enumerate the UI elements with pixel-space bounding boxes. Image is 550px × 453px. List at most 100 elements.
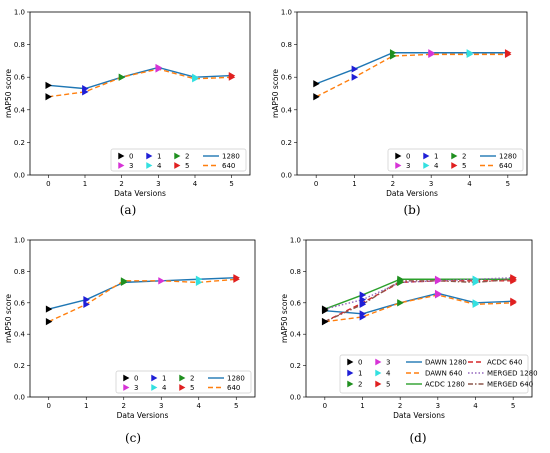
y-tick-label: 0.8: [290, 268, 301, 276]
x-axis-label: Data Versions: [386, 189, 438, 198]
legend-marker-label: 5: [190, 384, 194, 392]
data-point: [45, 318, 53, 326]
series-line: [48, 68, 232, 98]
data-point: [434, 277, 442, 285]
data-point: [434, 291, 442, 299]
legend-line-label: 640: [499, 162, 512, 170]
y-tick-label: 0.2: [290, 362, 301, 370]
legend-marker-label: 3: [129, 162, 133, 170]
plot-frame: [29, 11, 251, 176]
legend-marker: [423, 162, 430, 169]
legend-marker: [347, 369, 354, 377]
data-point: [389, 52, 397, 60]
data-point: [313, 80, 320, 88]
x-tick-label: 2: [122, 402, 126, 410]
legend-marker-label: 4: [386, 370, 391, 378]
y-axis-label: mAP50 score: [271, 69, 280, 118]
x-tick-label: 4: [467, 180, 472, 188]
data-point: [82, 88, 89, 96]
legend-marker-label: 1: [162, 375, 166, 383]
legend-marker: [347, 358, 354, 366]
data-point: [472, 278, 480, 286]
data-point: [510, 275, 517, 283]
x-tick-label: 4: [193, 180, 198, 188]
legend-marker-label: 5: [386, 381, 390, 389]
data-point: [351, 73, 359, 81]
y-axis-label: mAP50 score: [4, 294, 13, 343]
x-tick-label: 3: [156, 180, 160, 188]
legend-marker-label: 2: [190, 375, 194, 383]
legend-marker-label: 2: [462, 153, 466, 161]
x-tick-label: 2: [398, 402, 402, 410]
x-tick-label: 1: [83, 180, 87, 188]
legend-line-label: DAWN 640: [425, 370, 462, 378]
y-tick-label: 0.2: [14, 139, 25, 147]
legend-marker-label: 3: [386, 359, 390, 367]
x-tick-label: 0: [46, 180, 50, 188]
x-tick-label: 2: [391, 180, 395, 188]
legend-line-label: 1280: [499, 153, 517, 161]
series-line: [324, 292, 514, 315]
legend-marker-label: 4: [434, 162, 439, 170]
legend-line-label: MERGED 1280: [487, 370, 538, 378]
legend-line-label: ACDC 640: [487, 359, 522, 367]
data-point: [83, 296, 90, 304]
data-point: [45, 81, 52, 89]
x-tick-label: 4: [197, 402, 202, 410]
legend-marker-label: 5: [462, 162, 466, 170]
data-point: [155, 65, 162, 73]
legend-marker: [375, 369, 382, 377]
x-tick-label: 2: [119, 180, 123, 188]
legend-line-label: 1280: [222, 153, 240, 161]
series-line: [48, 276, 237, 310]
legend-line-label: 640: [227, 384, 240, 392]
y-tick-label: 0.4: [14, 106, 26, 114]
y-tick-label: 0.8: [281, 41, 292, 49]
data-point: [192, 75, 199, 83]
legend-line-label: 1280: [227, 375, 245, 383]
data-point: [472, 300, 480, 308]
series-line: [324, 278, 514, 323]
x-axis-label: Data Versions: [393, 411, 445, 420]
legend-line-label: MERGED 640: [487, 381, 533, 389]
y-tick-label: 0.6: [290, 299, 302, 307]
y-axis-label: mAP50 score: [4, 69, 13, 118]
data-point: [321, 318, 329, 326]
legend-marker-label: 5: [185, 162, 189, 170]
legend-marker-label: 4: [157, 162, 162, 170]
plot-frame: [29, 239, 256, 398]
y-tick-label: 0.8: [14, 41, 25, 49]
series-line: [315, 53, 508, 98]
legend-line-label: ACDC 1280: [425, 381, 465, 389]
series-line: [315, 52, 508, 85]
data-point: [397, 299, 404, 307]
series-line: [48, 278, 237, 323]
chart-panel-d: 0.0 0.2 0.4 0.6 0.8 1.0 0 1 2 3 4 5 Data Versions mAP…: [280, 237, 538, 446]
plot-frame: [296, 11, 528, 176]
legend-marker-label: 0: [134, 375, 138, 383]
x-tick-label: 1: [360, 402, 364, 410]
x-tick-label: 1: [84, 402, 88, 410]
series-line: [324, 280, 514, 323]
panel-caption: (c): [125, 431, 141, 445]
y-tick-label: 1.0: [290, 237, 301, 245]
y-axis-label: mAP50 score: [280, 294, 289, 343]
legend-marker: [174, 162, 181, 169]
legend-marker: [123, 374, 130, 382]
y-tick-label: 0.4: [281, 106, 293, 114]
data-point: [118, 73, 126, 81]
data-point: [510, 299, 517, 307]
chart-panel-c: 0.0 0.2 0.4 0.6 0.8 1.0 0 1 2 3 4 5 Data Versions mAP…: [4, 237, 256, 445]
chart-panel-b: 0.0 0.2 0.4 0.6 0.8 1.0 0 1 2 3 4 5 Data Versions mAP…: [271, 9, 528, 217]
series-line: [324, 276, 514, 310]
x-tick-label: 3: [429, 180, 433, 188]
data-point: [158, 277, 165, 285]
legend-marker: [423, 152, 430, 160]
x-tick-label: 3: [159, 402, 163, 410]
legend-marker-label: 1: [434, 153, 438, 161]
y-tick-label: 1.0: [281, 9, 292, 17]
data-point: [83, 300, 90, 308]
legend-line-label: DAWN 1280: [425, 359, 467, 367]
panel-caption: (d): [409, 431, 426, 445]
legend-marker: [146, 152, 153, 160]
